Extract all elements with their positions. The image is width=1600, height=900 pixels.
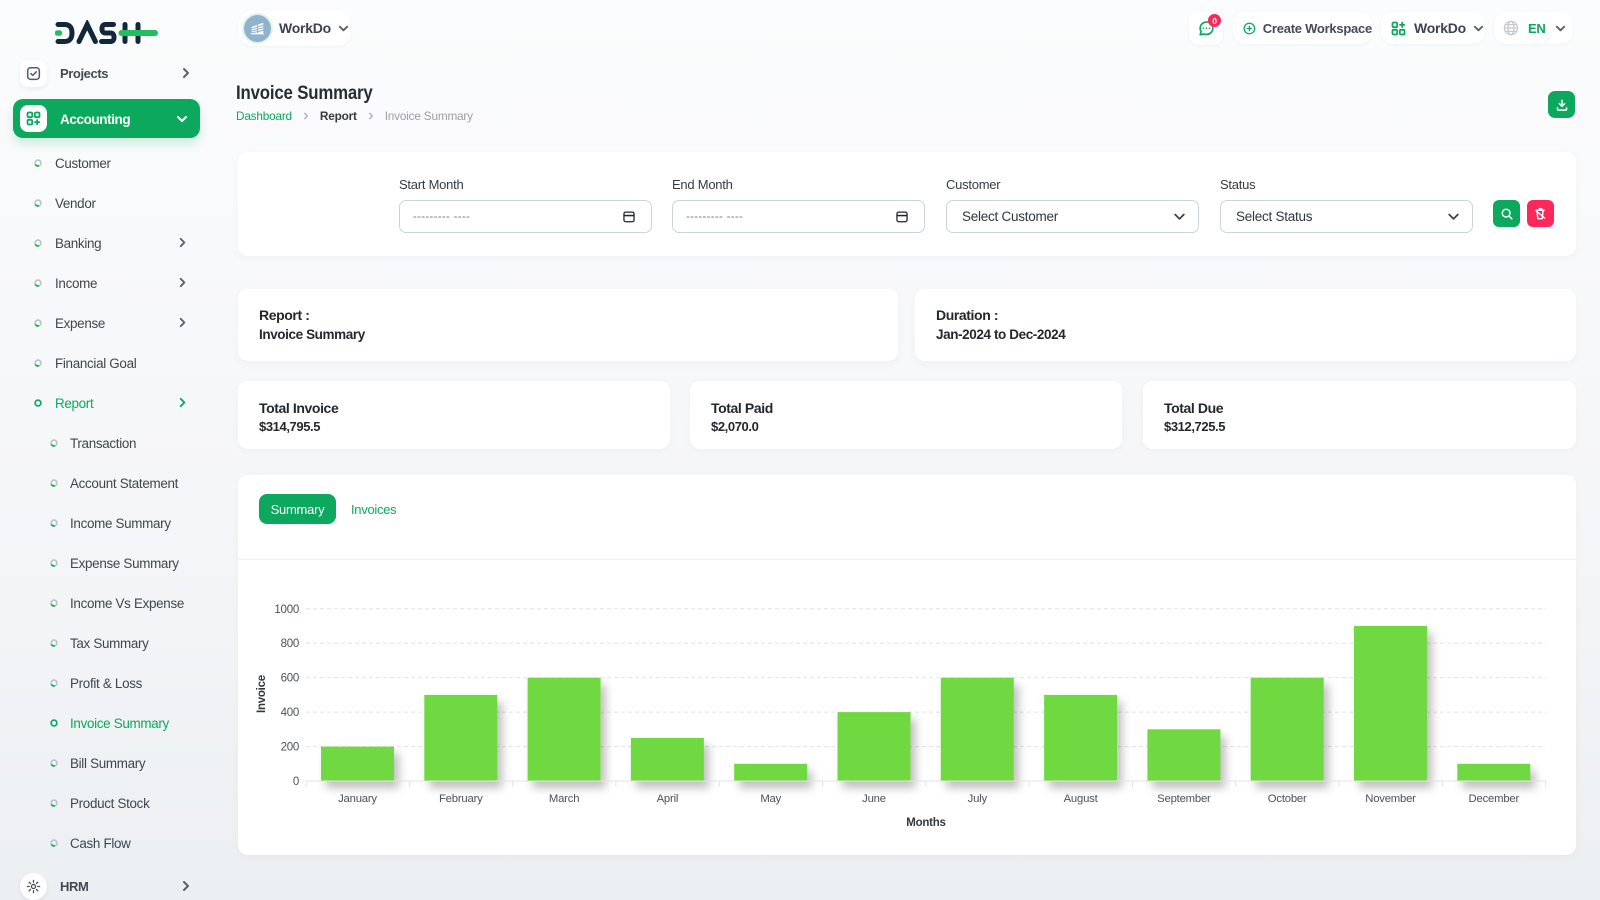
svg-text:October: October [1268,793,1307,805]
svg-text:September: September [1157,793,1211,805]
svg-text:November: November [1365,793,1416,805]
svg-text:1000: 1000 [274,604,299,616]
svg-text:February: February [439,793,483,805]
svg-text:March: March [549,793,579,805]
svg-text:200: 200 [281,742,299,754]
svg-text:400: 400 [281,707,299,719]
svg-text:May: May [760,793,781,805]
svg-text:January: January [338,793,377,805]
svg-text:800: 800 [281,638,299,650]
svg-text:0: 0 [293,776,299,788]
svg-text:600: 600 [281,673,299,685]
svg-text:Invoice: Invoice [256,675,268,713]
svg-text:June: June [862,793,886,805]
svg-text:July: July [968,793,988,805]
svg-text:April: April [657,793,679,805]
svg-text:August: August [1064,793,1099,805]
svg-text:December: December [1469,793,1520,805]
svg-text:Months: Months [906,817,945,829]
